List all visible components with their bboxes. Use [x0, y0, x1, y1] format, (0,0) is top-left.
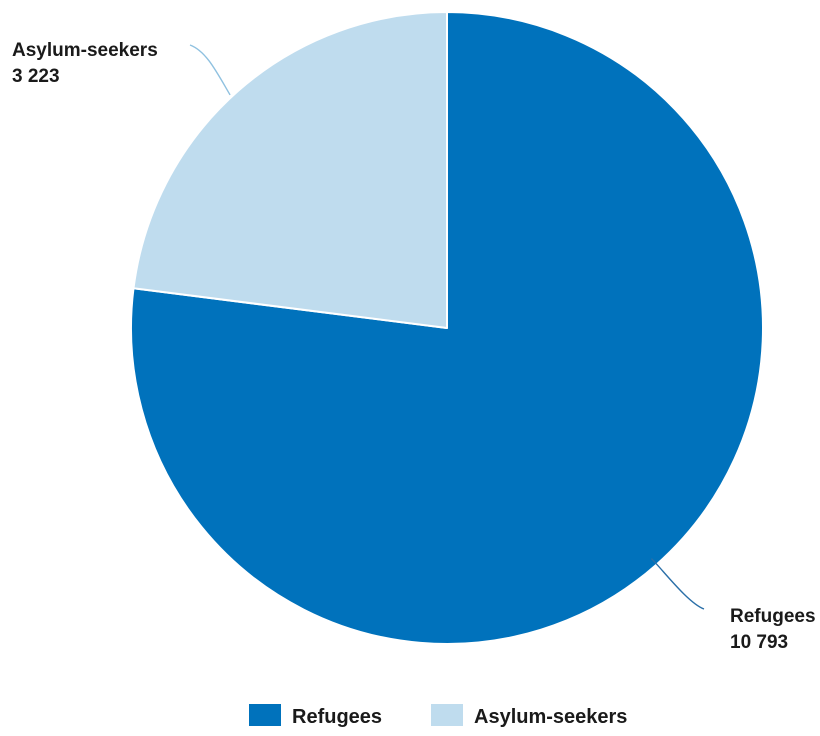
leader-line-refugees — [650, 558, 705, 610]
legend-label-asylum-seekers: Asylum-seekers — [474, 706, 627, 728]
leader-lines — [189, 44, 705, 610]
slice-label-asylum-seekers: Asylum-seekers — [12, 40, 158, 61]
slice-value-refugees: 10 793 — [730, 632, 788, 653]
slice-value-asylum-seekers: 3 223 — [12, 66, 60, 87]
legend-swatch-refugees — [249, 704, 281, 726]
pie-slices — [130, 11, 764, 645]
leader-line-asylum-seekers — [189, 44, 231, 96]
slice-label-refugees: Refugees — [730, 606, 816, 627]
slice-labels: Refugees 10 793 Asylum-seekers 3 223 — [12, 40, 816, 653]
legend-swatch-asylum-seekers — [431, 704, 463, 726]
legend: Refugees Asylum-seekers — [249, 704, 627, 728]
legend-label-refugees: Refugees — [292, 706, 382, 728]
pie-slice-asylum-seekers — [132, 11, 448, 329]
